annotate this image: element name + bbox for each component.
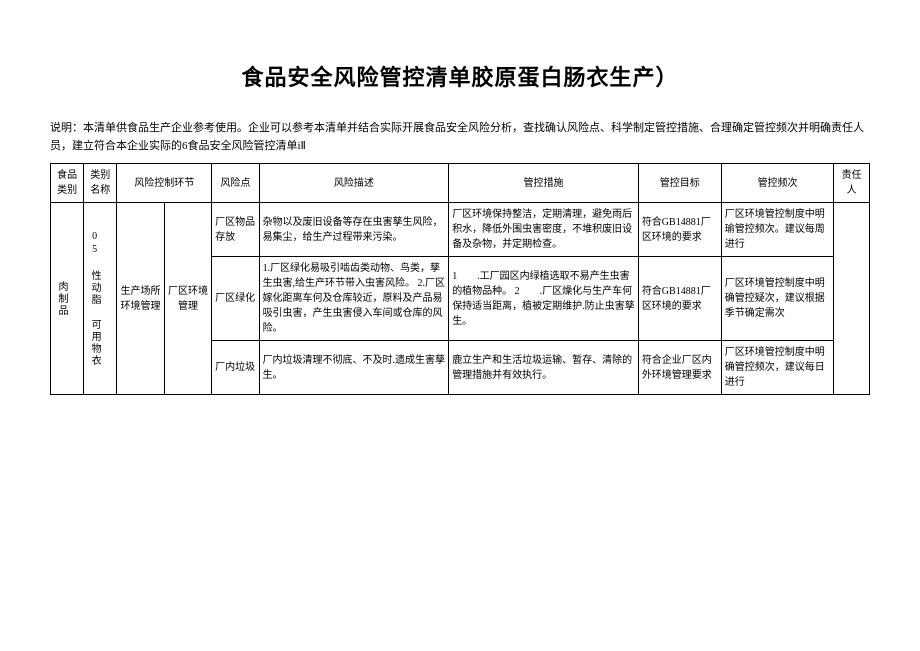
header-measures: 管控措施 [449, 164, 639, 203]
table-header-row: 食品类别 类别名称 风险控制环节 风险点 风险描述 管控措施 管控目标 管控频次… [51, 164, 870, 203]
header-category-name: 类别名称 [84, 164, 117, 203]
header-food-category: 食品类别 [51, 164, 84, 203]
cell-risk-desc: 1.厂区绿化易吸引啮齿类动物、鸟类，孳生虫害,给生产环节带入虫害风险。 2.厂区… [259, 257, 449, 341]
header-risk-desc: 风险描述 [259, 164, 449, 203]
cell-food-category: 肉制品 [51, 203, 84, 395]
cell-target: 符合GB14881厂区环境的要求 [638, 203, 721, 257]
cell-risk-point: 厂区物品存放 [212, 203, 259, 257]
cell-risk-desc: 厂内垃圾清理不彻底、不及时.遗成生害孳生。 [259, 341, 449, 395]
cell-risk-point: 厂内垃圾 [212, 341, 259, 395]
cell-target: 符合企业厂区内外环境管理要求 [638, 341, 721, 395]
page-title: 食品安全风险管控清单胶原蛋白肠衣生产） [50, 60, 870, 92]
header-responsible: 责任人 [834, 164, 870, 203]
header-target: 管控目标 [638, 164, 721, 203]
description-text: 说明：本清单供食品生产企业参考使用。企业可以参考本清单并结合实际开展食品安全风险… [50, 120, 870, 155]
cell-risk-point: 厂区绿化 [212, 257, 259, 341]
cell-measures: 1 .工厂园区内绿植选取不易产生虫害的植物品种。 2 .厂区燥化与生产车何保持适… [449, 257, 639, 341]
cell-freq: 厂区环境管控制度中明瑜管控频次。建议每周进行 [721, 203, 834, 257]
table-row: 肉制品 05 性动脂 可用物衣 生产场所环境管理 厂区环境管理 厂区物品存放 杂… [51, 203, 870, 257]
cell-responsible [834, 203, 870, 395]
header-freq: 管控频次 [721, 164, 834, 203]
category-name-text: 05 性动脂 可用物衣 [87, 231, 102, 367]
cell-measures: 厂区环境保持整洁，定期清理，避免雨后积水，降低外围虫害密度，不堆积废旧设备及杂物… [449, 203, 639, 257]
header-risk-control-link: 风险控制环节 [117, 164, 212, 203]
cell-category-name: 05 性动脂 可用物衣 [84, 203, 117, 395]
risk-control-table: 食品类别 类别名称 风险控制环节 风险点 风险描述 管控措施 管控目标 管控频次… [50, 163, 870, 395]
cell-risk-link2: 厂区环境管理 [164, 203, 211, 395]
cell-risk-link1: 生产场所环境管理 [117, 203, 164, 395]
cell-measures: 鹿立生产和生活垃圾运输、暂存、清除的管理措施并有效执行。 [449, 341, 639, 395]
cell-risk-desc: 杂物以及废旧设备等存在虫害孳生风险，易集尘，给生产过程带来污染。 [259, 203, 449, 257]
cell-freq: 厂区环境管控制度中明确管控频次，建议每日进行 [721, 341, 834, 395]
cell-target: 符合GB14881厂区环境的要求 [638, 257, 721, 341]
cell-freq: 厂区环境管控制度中明确管控疑次，建议根据季节确定需次 [721, 257, 834, 341]
food-category-text: 肉制品 [54, 281, 69, 317]
header-risk-point: 风险点 [212, 164, 259, 203]
